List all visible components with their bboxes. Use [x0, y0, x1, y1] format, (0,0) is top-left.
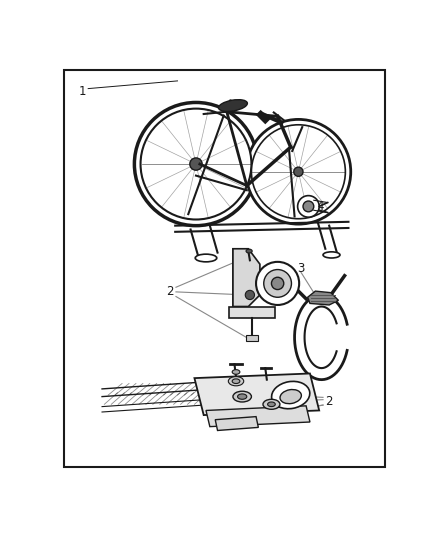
Circle shape: [251, 125, 346, 219]
Ellipse shape: [219, 100, 247, 111]
Circle shape: [245, 290, 254, 300]
Text: 4: 4: [316, 200, 324, 213]
Circle shape: [298, 196, 319, 217]
Circle shape: [134, 102, 258, 225]
Polygon shape: [233, 249, 248, 306]
Polygon shape: [233, 249, 260, 306]
Ellipse shape: [195, 254, 217, 262]
Ellipse shape: [232, 370, 240, 374]
Text: 2: 2: [325, 395, 333, 408]
Circle shape: [141, 109, 251, 220]
Text: 1: 1: [79, 85, 86, 98]
Ellipse shape: [237, 394, 247, 399]
Polygon shape: [206, 406, 310, 426]
Ellipse shape: [323, 252, 340, 258]
Ellipse shape: [280, 390, 301, 403]
Circle shape: [190, 158, 202, 170]
Text: 3: 3: [297, 262, 304, 274]
Polygon shape: [215, 417, 258, 431]
Ellipse shape: [246, 249, 252, 253]
Ellipse shape: [263, 399, 280, 409]
Circle shape: [294, 167, 303, 176]
Circle shape: [272, 277, 284, 289]
Circle shape: [264, 270, 291, 297]
Ellipse shape: [268, 402, 276, 407]
Ellipse shape: [272, 382, 310, 409]
Ellipse shape: [233, 391, 251, 402]
Polygon shape: [307, 291, 339, 305]
Polygon shape: [229, 306, 276, 318]
Ellipse shape: [228, 377, 244, 386]
Polygon shape: [194, 374, 319, 415]
Circle shape: [246, 119, 351, 224]
Circle shape: [256, 262, 299, 305]
Circle shape: [303, 201, 314, 212]
Text: 2: 2: [166, 285, 173, 298]
Bar: [246, 335, 258, 341]
Ellipse shape: [232, 379, 240, 384]
